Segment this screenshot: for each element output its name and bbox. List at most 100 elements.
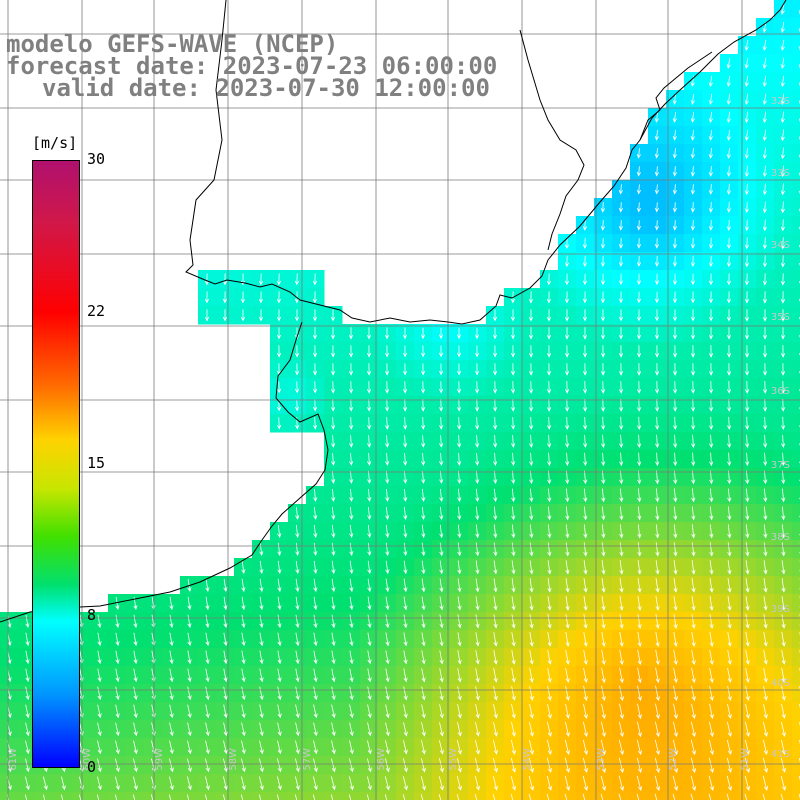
wind-arrow: [295, 704, 300, 719]
wind-arrow: [474, 776, 480, 791]
wind-arrow: [780, 757, 786, 773]
wind-arrow: [313, 740, 318, 755]
wind-arrow: [439, 650, 444, 665]
wind-arrow: [654, 220, 660, 231]
wind-arrow: [403, 435, 408, 448]
wind-arrow: [636, 363, 642, 376]
wind-arrow: [205, 758, 210, 773]
wind-arrow: [546, 309, 552, 322]
wind-arrow: [241, 560, 246, 574]
wind-arrow: [187, 740, 192, 755]
wind-arrow: [511, 506, 516, 521]
wind-arrow: [583, 398, 588, 412]
wind-cell: [792, 288, 800, 307]
wind-arrow: [744, 327, 750, 340]
wind-arrow: [763, 434, 768, 449]
wind-arrow: [349, 758, 354, 773]
wind-arrow: [169, 758, 174, 773]
wind-arrow: [727, 703, 732, 719]
wind-arrow: [780, 21, 785, 34]
wind-arrow: [601, 524, 606, 539]
wind-cell: [342, 792, 361, 800]
wind-arrow: [348, 327, 354, 340]
wind-arrow: [601, 452, 606, 467]
wind-arrow: [582, 363, 588, 376]
wind-arrow: [672, 757, 678, 774]
wind-arrow: [691, 434, 696, 449]
wind-arrow: [295, 560, 300, 574]
wind-arrow: [511, 578, 516, 593]
wind-arrow: [241, 650, 246, 665]
wind-arrow: [349, 578, 354, 593]
wind-arrow: [511, 632, 516, 647]
wind-arrow: [708, 757, 714, 774]
wind-arrow: [240, 794, 244, 800]
wind-arrow: [385, 399, 390, 412]
wind-arrow: [205, 722, 210, 737]
wind-cell: [792, 90, 800, 109]
wind-cell: [270, 792, 289, 800]
wind-arrow: [510, 793, 514, 800]
wind-arrow: [564, 255, 570, 268]
wind-cell: [792, 738, 800, 757]
wind-arrow: [745, 560, 750, 575]
wind-arrow: [600, 381, 606, 394]
wind-arrow: [438, 345, 444, 358]
wind-arrow: [367, 560, 372, 575]
wind-arrow: [204, 309, 210, 322]
wind-arrow: [529, 399, 534, 412]
wind-arrow: [493, 668, 498, 683]
wind-arrow: [763, 649, 768, 665]
wind-arrow: [366, 327, 372, 340]
wind-arrow: [691, 703, 696, 720]
wind-arrow: [439, 542, 444, 557]
wind-arrow: [708, 309, 714, 322]
colorbar: [32, 160, 80, 768]
wind-cell: [396, 792, 415, 800]
wind-arrow: [636, 291, 642, 304]
wind-arrow: [744, 39, 749, 51]
wind-cell: [54, 792, 73, 800]
wind-arrow: [439, 452, 444, 466]
wind-arrow: [276, 381, 282, 394]
wind-arrow: [547, 578, 552, 593]
wind-cell: [792, 432, 800, 451]
wind-arrow: [385, 668, 390, 683]
wind-arrow: [421, 758, 426, 773]
wind-arrow: [349, 632, 354, 647]
wind-arrow: [187, 758, 192, 773]
wind-arrow: [744, 57, 749, 69]
wind-arrow: [223, 596, 228, 611]
wind-cell: [792, 378, 800, 397]
wind-arrow: [583, 542, 588, 557]
wind-arrow: [493, 506, 498, 521]
wind-arrow: [691, 398, 696, 412]
lat-label: 35S: [771, 312, 790, 323]
wind-arrow: [654, 255, 660, 267]
wind-arrow: [763, 470, 768, 485]
wind-arrow: [564, 291, 570, 304]
wind-arrow: [565, 614, 570, 629]
wind-arrow: [583, 613, 588, 629]
wind-arrow: [672, 309, 678, 322]
wind-cell: [36, 792, 55, 800]
wind-arrow: [619, 524, 624, 539]
wind-arrow: [583, 416, 588, 430]
wind-arrow: [187, 704, 192, 719]
wind-arrow: [330, 309, 336, 322]
wind-arrow: [780, 775, 786, 791]
wind-arrow: [529, 434, 534, 449]
wind-arrow: [511, 721, 516, 737]
wind-arrow: [690, 739, 696, 756]
wind-cell: [792, 504, 800, 523]
wind-arrow: [745, 614, 750, 629]
wind-arrow: [115, 686, 120, 701]
wind-arrow: [708, 219, 714, 231]
wind-arrow: [601, 596, 606, 611]
wind-arrow: [493, 704, 498, 719]
wind-arrow: [366, 363, 372, 376]
wind-arrow: [403, 560, 408, 575]
wind-arrow: [745, 434, 750, 449]
wind-cell: [612, 792, 631, 800]
wind-arrow: [528, 345, 534, 358]
